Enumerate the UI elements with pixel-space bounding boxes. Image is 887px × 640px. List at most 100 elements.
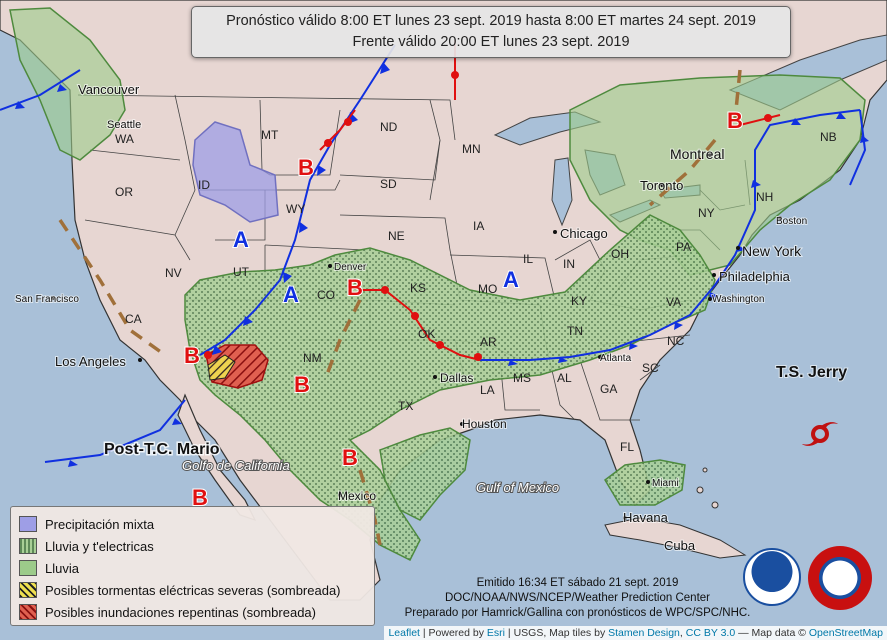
license-link[interactable]: CC BY 3.0 <box>685 627 736 639</box>
city-label-san-francisco: San Francisco <box>15 294 79 305</box>
city-label-miami: Miami <box>652 478 679 489</box>
storm-label-jerry: T.S. Jerry <box>776 364 847 381</box>
state-label-or: OR <box>115 185 133 199</box>
state-label-sc: SC <box>642 361 659 375</box>
state-label-al: AL <box>557 371 572 385</box>
city-label-chicago: Chicago <box>560 226 608 241</box>
state-label-nh: NH <box>756 190 773 204</box>
esri-link[interactable]: Esri <box>486 627 506 639</box>
state-label-il: IL <box>523 252 533 266</box>
low-pressure-label: B <box>347 275 363 300</box>
city-label-denver: Denver <box>334 262 367 273</box>
rain-area-gulf <box>379 427 471 521</box>
city-label-cuba: Cuba <box>664 538 696 553</box>
legend-label: Lluvia <box>45 560 79 576</box>
city-label-atlanta: Atlanta <box>600 353 632 364</box>
issued-time: Emitido 16:34 ET sábado 21 sept. 2019 <box>476 577 679 589</box>
severe-storm-area <box>207 354 236 381</box>
troughs <box>58 69 742 546</box>
city-labels: Vancouver Seattle San Francisco Los Angeles… <box>14 81 848 554</box>
legend-swatch-severe <box>19 582 37 598</box>
low-pressure-label: B <box>192 485 208 510</box>
state-label-mo: MO <box>478 282 497 296</box>
tropical-storm-icon <box>802 422 838 446</box>
legend-item-mixed: Precipitación mixta <box>19 513 366 535</box>
city-dots <box>51 153 782 520</box>
city-label-houston: Houston <box>462 417 507 431</box>
attribution-text: , <box>679 627 686 639</box>
state-label-nm: NM <box>303 351 322 365</box>
state-label-la: LA <box>480 383 495 397</box>
state-label-in: IN <box>563 257 575 271</box>
city-label-mexico: Mexico <box>338 489 376 503</box>
noaa-logo <box>743 548 801 606</box>
land-cuba <box>604 517 747 559</box>
state-label-nb: NB <box>820 130 837 144</box>
city-label-seattle: Seattle <box>107 119 141 131</box>
state-label-tn: TN <box>567 324 583 338</box>
map-legend: Precipitación mixta Lluvia y t'electrica… <box>10 506 375 626</box>
legend-label: Precipitación mixta <box>45 516 155 532</box>
state-label-wy: WY <box>286 202 305 216</box>
legend-item-rain-tstorm: Lluvia y t'electricas <box>19 535 366 557</box>
rain-tstorm-area <box>184 214 716 562</box>
warm-front-bumps <box>204 71 772 361</box>
state-label-nc: NC <box>667 334 685 348</box>
rain-area-northwest <box>9 7 126 161</box>
low-pressure-label: B <box>342 445 358 470</box>
forecast-title-box: Pronóstico válido 8:00 ET lunes 23 sept.… <box>191 6 791 58</box>
state-label-oh: OH <box>611 247 629 261</box>
state-label-ca: CA <box>125 312 142 326</box>
state-label-mt: MT <box>261 128 279 142</box>
high-pressure-label: A <box>503 267 519 292</box>
city-label-toronto: Toronto <box>640 178 683 193</box>
storm-label-mario: Post-T.C. Mario <box>104 441 220 458</box>
legend-swatch-mixed <box>19 516 37 532</box>
state-label-ky: KY <box>571 294 587 308</box>
osm-link[interactable]: OpenStreetMap <box>808 627 883 639</box>
low-pressure-label: B <box>298 155 314 180</box>
attribution-text: | USGS, Map tiles by <box>505 627 609 639</box>
forecast-valid-line: Pronóstico válido 8:00 ET lunes 23 sept.… <box>226 13 756 29</box>
high-pressure-label: A <box>283 282 299 307</box>
rain-area-florida <box>604 459 686 506</box>
attribution-text: | Powered by <box>419 627 487 639</box>
state-label-wa: WA <box>115 132 134 146</box>
legend-item-severe: Posibles tormentas eléctricas severas (s… <box>19 579 366 601</box>
front-valid-line: Frente válido 20:00 ET lunes 23 sept. 20… <box>352 34 630 50</box>
city-label-boston: Boston <box>776 216 807 227</box>
water-label-golfo-de-california: Golfo de California <box>182 458 290 473</box>
state-label-nd: ND <box>380 120 398 134</box>
legend-label: Lluvia y t'electricas <box>45 538 154 554</box>
legend-swatch-rain-tstorm <box>19 538 37 554</box>
state-label-ga: GA <box>600 382 617 396</box>
mixed-precip-area <box>192 121 279 223</box>
state-label-ny: NY <box>698 206 715 220</box>
lake-michigan <box>551 157 573 227</box>
city-label-dallas: Dallas <box>440 371 473 385</box>
city-label-vancouver: Vancouver <box>78 82 140 97</box>
state-label-ks: KS <box>410 281 426 295</box>
legend-swatch-flood <box>19 604 37 620</box>
city-label-new-york: New York <box>742 243 802 259</box>
issued-preparers: Preparado por Hamrick/Gallina con pronós… <box>404 607 751 619</box>
state-label-ia: IA <box>473 219 484 233</box>
low-pressure-label: B <box>294 372 310 397</box>
state-label-id: ID <box>198 178 210 192</box>
city-label-washington: Washington <box>712 294 764 305</box>
pressure-labels: A A A B B B B B B B <box>183 107 744 511</box>
legend-label: Posibles tormentas eléctricas severas (s… <box>45 582 341 598</box>
legend-item-flood: Posibles inundaciones repentinas (sombre… <box>19 601 366 623</box>
state-label-fl: FL <box>620 440 634 454</box>
state-label-sd: SD <box>380 177 397 191</box>
high-pressure-label: A <box>233 227 249 252</box>
issued-info: Emitido 16:34 ET sábado 21 sept. 2019 DO… <box>380 576 775 621</box>
leaflet-link[interactable]: Leaflet <box>388 627 420 639</box>
state-label-co: CO <box>317 288 335 302</box>
low-pressure-label: B <box>184 343 200 368</box>
city-label-philadelphia: Philadelphia <box>719 269 791 284</box>
state-label-ut: UT <box>233 265 250 279</box>
stamen-link[interactable]: Stamen Design <box>608 627 680 639</box>
issued-agency: DOC/NOAA/NWS/NCEP/Weather Prediction Cen… <box>444 592 710 604</box>
